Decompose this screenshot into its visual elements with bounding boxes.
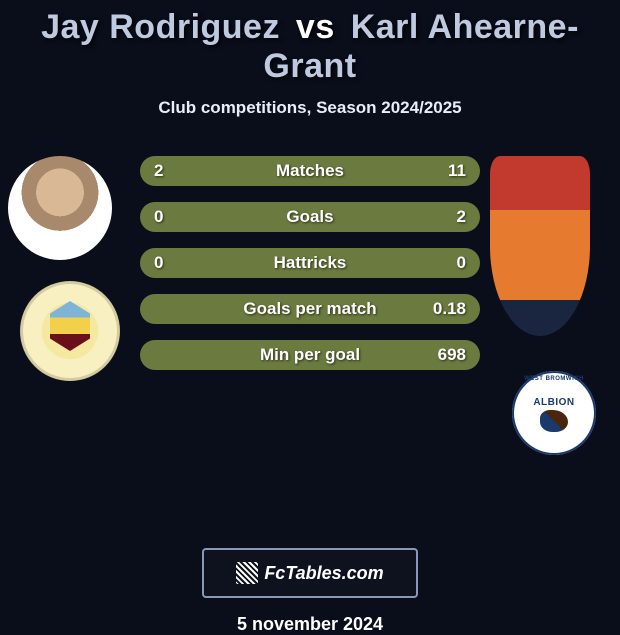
player1-avatar [8,156,112,260]
badge-arc-text: WEST BROMWICH [524,376,584,382]
vs-text: vs [296,8,335,46]
stat-left-value: 0 [154,253,163,273]
brand-footer[interactable]: FcTables.com [202,548,418,598]
stat-label: Goals per match [243,299,376,319]
footer-date: 5 november 2024 [0,614,620,635]
stat-row-goals: 0 Goals 2 [140,202,480,232]
subtitle: Club competitions, Season 2024/2025 [0,98,620,118]
fctables-icon [236,562,258,584]
stat-right-value: 0.18 [433,299,466,319]
stat-row-hattricks: 0 Hattricks 0 [140,248,480,278]
stat-label: Min per goal [260,345,360,365]
player1-club-badge [20,281,120,381]
badge-club-name: ALBION [533,397,574,408]
stat-row-min-per-goal: Min per goal 698 [140,340,480,370]
player1-name: Jay Rodriguez [41,8,280,46]
stat-label: Matches [276,161,344,181]
stat-row-matches: 2 Matches 11 [140,156,480,186]
stat-left-value: 0 [154,207,163,227]
stat-right-value: 11 [448,161,466,181]
stat-label: Hattricks [274,253,347,273]
brand-text: FcTables.com [264,563,383,584]
throstle-icon [540,410,568,432]
stat-label: Goals [286,207,333,227]
stat-left-value: 2 [154,161,163,181]
stat-right-value: 698 [438,345,466,365]
page-title: Jay Rodriguez vs Karl Ahearne-Grant [0,0,620,86]
stat-row-goals-per-match: Goals per match 0.18 [140,294,480,324]
stat-right-value: 2 [457,207,466,227]
stat-bars: 2 Matches 11 0 Goals 2 0 Hattricks 0 Goa… [140,156,480,386]
player2-club-badge: WEST BROMWICH ALBION [512,371,596,455]
comparison-content: WEST BROMWICH ALBION 2 Matches 11 0 Goal… [0,156,620,456]
stat-right-value: 0 [457,253,466,273]
player2-avatar [490,156,590,336]
